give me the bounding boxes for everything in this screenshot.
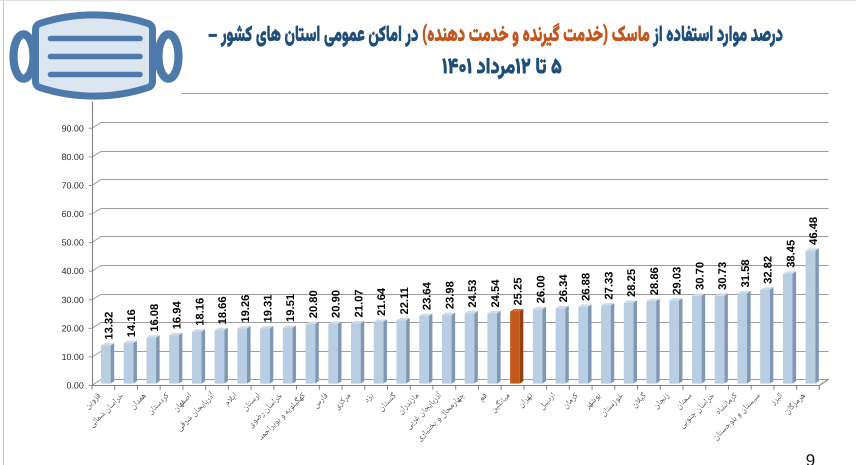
svg-text:29.03: 29.03	[672, 267, 684, 295]
svg-text:9: 9	[806, 451, 815, 465]
svg-text:20.90: 20.90	[331, 290, 343, 318]
svg-text:13.32: 13.32	[103, 312, 115, 340]
svg-text:27.33: 27.33	[603, 272, 615, 300]
svg-text:19.26: 19.26	[240, 295, 252, 323]
svg-text:24.54: 24.54	[490, 279, 502, 308]
svg-text:70.00: 70.00	[62, 180, 84, 190]
svg-text:80.00: 80.00	[62, 152, 84, 162]
svg-text:25.25: 25.25	[513, 278, 525, 306]
svg-text:28.86: 28.86	[649, 267, 661, 295]
svg-text:26.88: 26.88	[581, 273, 593, 301]
svg-text:60.00: 60.00	[62, 209, 84, 219]
svg-text:31.58: 31.58	[740, 259, 752, 287]
svg-text:14.16: 14.16	[126, 309, 138, 337]
svg-text:21.64: 21.64	[376, 287, 388, 316]
svg-text:18.16: 18.16	[194, 298, 206, 326]
svg-text:16.94: 16.94	[172, 301, 184, 330]
svg-text:90.00: 90.00	[62, 123, 84, 133]
svg-text:30.73: 30.73	[717, 262, 729, 290]
svg-text:10.00: 10.00	[62, 352, 84, 362]
svg-text:22.11: 22.11	[399, 287, 411, 314]
svg-text:26.34: 26.34	[558, 274, 570, 303]
svg-text:26.00: 26.00	[535, 275, 547, 303]
svg-text:0.00: 0.00	[67, 381, 84, 391]
svg-text:50.00: 50.00	[62, 238, 84, 248]
svg-text:19.31: 19.31	[263, 295, 275, 323]
svg-text:20.00: 20.00	[62, 323, 84, 333]
svg-text:46.48: 46.48	[808, 217, 820, 245]
svg-text:38.45: 38.45	[785, 240, 797, 268]
svg-text:30.70: 30.70	[694, 262, 706, 290]
svg-text:32.82: 32.82	[763, 256, 775, 284]
svg-text:18.66: 18.66	[217, 296, 229, 324]
svg-text:21.07: 21.07	[353, 289, 365, 317]
svg-text:28.25: 28.25	[626, 269, 638, 297]
svg-text:20.80: 20.80	[308, 290, 320, 318]
svg-text:40.00: 40.00	[62, 266, 84, 276]
svg-text:19.51: 19.51	[285, 294, 297, 322]
svg-text:24.53: 24.53	[467, 280, 479, 308]
svg-text:16.08: 16.08	[149, 304, 161, 332]
svg-text:23.98: 23.98	[444, 281, 456, 309]
svg-text:30.00: 30.00	[62, 295, 84, 305]
svg-text:23.64: 23.64	[422, 281, 434, 310]
